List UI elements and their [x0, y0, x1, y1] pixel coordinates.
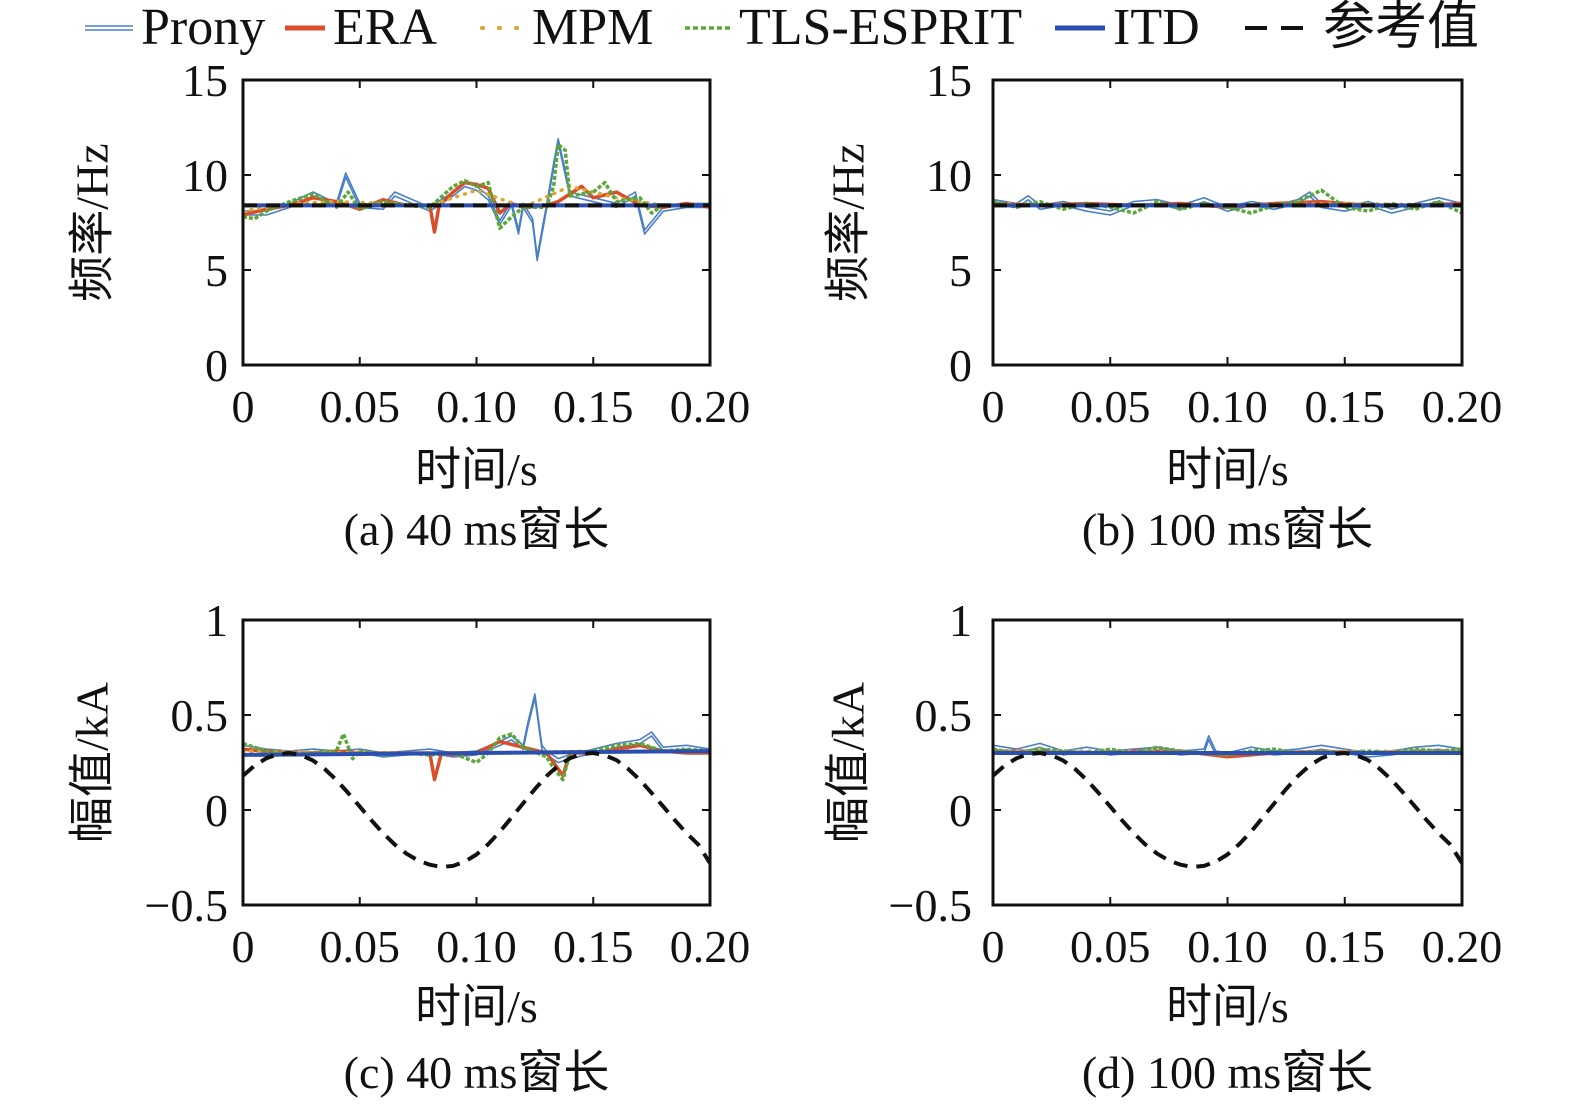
legend-item-tls-esprit: TLS-ESPRIT: [685, 0, 1022, 56]
series-line-reference: [993, 751, 1462, 869]
legend-swatch-mpm: [480, 26, 524, 30]
legend-item-itd: ITD: [1055, 0, 1200, 56]
x-tick-label: 0.20: [1422, 381, 1503, 432]
y-tick-label: 15: [182, 55, 228, 106]
plot-area: [993, 188, 1462, 216]
y-tick-label: 15: [926, 55, 972, 106]
y-tick-label: 0: [949, 785, 972, 836]
x-tick-label: 0: [232, 921, 255, 972]
y-axis-label: 频率/Hz: [823, 143, 874, 301]
y-tick-label: 0: [205, 340, 228, 391]
x-axis-label: 时间/s: [1166, 444, 1289, 495]
legend-item-era: ERA: [285, 0, 437, 56]
legend-swatch-itd: [1055, 25, 1105, 31]
x-tick-label: 0.10: [436, 921, 517, 972]
series-line-itd: [243, 749, 710, 757]
legend-label-prony: Prony: [141, 0, 266, 56]
legend-label-era: ERA: [333, 0, 437, 56]
series-line-tls-esprit: [243, 732, 710, 782]
y-tick-label: 5: [949, 245, 972, 296]
y-axis-label: 幅值/kA: [823, 682, 874, 843]
series-line-prony: [243, 693, 710, 760]
plot-area: [243, 693, 710, 869]
x-tick-label: 0.15: [1305, 921, 1386, 972]
x-tick-label: 0.10: [436, 381, 517, 432]
x-tick-label: 0.05: [1070, 921, 1151, 972]
panel-caption: (c) 40 ms窗长: [344, 1047, 610, 1098]
plot-frame: [241, 78, 712, 367]
chart-panel-a: 0 0.05 0.10 0.15 0.20 0 5 10 15 时间/s 频率/Hz (a) 40 m…: [67, 55, 751, 555]
panel-caption: (d) 100 ms窗长: [1082, 1047, 1373, 1098]
x-tick-label: 0.10: [1187, 921, 1268, 972]
legend: Prony ERA MPM TLS-ESPRIT ITD 参考值: [0, 0, 1575, 56]
x-tick-label: 0.20: [1422, 921, 1503, 972]
x-tick-label: 0.20: [670, 381, 751, 432]
y-tick-label: −0.5: [145, 880, 228, 931]
legend-swatch-reference: [1245, 26, 1315, 30]
x-tick-label: 0: [982, 381, 1005, 432]
y-tick-label: 10: [926, 150, 972, 201]
y-tick-label: 0: [949, 340, 972, 391]
x-tick-label: 0.05: [320, 381, 401, 432]
legend-label-itd: ITD: [1113, 0, 1200, 56]
x-axis-label: 时间/s: [415, 981, 538, 1032]
legend-label-reference: 参考值: [1323, 0, 1480, 56]
x-tick-label: 0: [982, 921, 1005, 972]
x-tick-label: 0.05: [1070, 381, 1151, 432]
legend-item-mpm: MPM: [480, 0, 653, 56]
y-tick-label: 10: [182, 150, 228, 201]
plot-area: [243, 138, 710, 262]
x-tick-label: 0: [232, 381, 255, 432]
series-line-reference: [243, 751, 710, 869]
x-axis-label: 时间/s: [415, 444, 538, 495]
y-tick-label: 1: [205, 595, 228, 646]
chart-panel-b: 0 0.05 0.10 0.15 0.20 0 5 10 15 时间/s 频率/Hz (b) 100 …: [823, 55, 1503, 555]
y-tick-label: −0.5: [889, 880, 972, 931]
plot-frame: [991, 78, 1464, 367]
x-axis-label: 时间/s: [1166, 981, 1289, 1032]
legend-label-mpm: MPM: [532, 0, 654, 56]
legend-swatch-prony: [85, 25, 133, 31]
legend-item-prony: Prony: [85, 0, 265, 56]
plot-area: [993, 734, 1462, 869]
x-tick-label: 0.10: [1187, 381, 1268, 432]
y-tick-label: 0: [205, 785, 228, 836]
x-tick-label: 0.15: [553, 381, 634, 432]
y-tick-label: 5: [205, 245, 228, 296]
legend-item-reference: 参考值: [1245, 0, 1479, 56]
y-axis-label: 幅值/kA: [67, 682, 118, 843]
y-axis-label: 频率/Hz: [67, 143, 118, 301]
y-tick-label: 0.5: [171, 690, 229, 741]
panel-caption: (a) 40 ms窗长: [344, 504, 610, 555]
legend-label-tls-esprit: TLS-ESPRIT: [739, 0, 1023, 56]
x-tick-label: 0.15: [1305, 381, 1386, 432]
series-line-mpm: [243, 184, 710, 213]
y-tick-label: 0.5: [915, 690, 973, 741]
panel-caption: (b) 100 ms窗长: [1082, 504, 1373, 555]
x-tick-label: 0.20: [670, 921, 751, 972]
y-tick-label: 1: [949, 595, 972, 646]
legend-swatch-era: [285, 25, 325, 31]
x-tick-label: 0.15: [553, 921, 634, 972]
x-tick-label: 0.05: [320, 921, 401, 972]
